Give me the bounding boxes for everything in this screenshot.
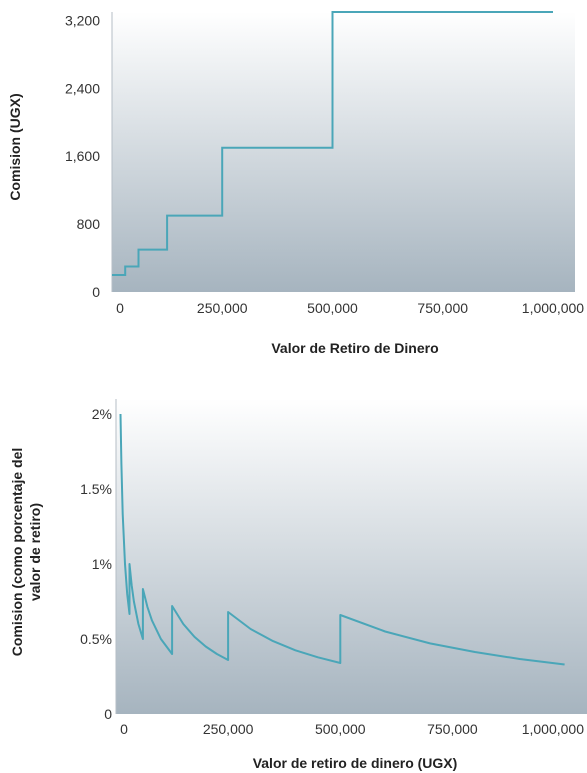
chart2-plot-area <box>116 399 587 714</box>
chart2-y-axis-title-line2: valor de retiro) <box>27 503 43 601</box>
chart1-y-ticks: 0 800 1,600 2,400 3,200 <box>65 12 100 300</box>
commission-step-chart: 0 800 1,600 2,400 3,200 0 250,000 500,000 750,0… <box>7 11 584 356</box>
chart2-x-tick-label: 0 <box>120 721 128 737</box>
chart1-x-tick-label: 1,000,000 <box>522 300 584 316</box>
chart2-x-tick-label: 1,000,000 <box>522 721 584 737</box>
chart1-series-line <box>112 11 553 276</box>
chart1-y-tick-label: 1,600 <box>65 148 100 164</box>
chart2-x-ticks: 0 250,000 500,000 750,000 1,000,000 <box>120 721 584 737</box>
chart1-x-axis-title: Valor de Retiro de Dinero <box>271 340 438 356</box>
chart1-x-ticks: 0 250,000 500,000 750,000 1,000,000 <box>116 300 584 316</box>
chart2-x-tick-label: 500,000 <box>315 721 366 737</box>
chart1-y-tick-label: 3,200 <box>65 12 100 28</box>
chart1-x-tick-label: 0 <box>116 300 124 316</box>
commission-percent-chart: 0 0.5% 1% 1.5% 2% 0 250,000 500,000 750,000 1,00… <box>9 399 587 771</box>
chart1-y-tick-label: 0 <box>92 284 100 300</box>
chart2-x-tick-label: 750,000 <box>427 721 478 737</box>
chart2-x-axis-title: Valor de retiro de dinero (UGX) <box>253 755 458 771</box>
chart2-y-axis-title-line1: Comision (como porcentaje del <box>9 448 25 656</box>
chart2-y-tick-label: 0 <box>104 706 112 722</box>
chart1-x-tick-label: 750,000 <box>417 300 468 316</box>
chart1-plot-area <box>112 12 575 292</box>
chart2-y-tick-label: 1.5% <box>80 481 112 497</box>
chart1-x-tick-label: 250,000 <box>197 300 248 316</box>
chart2-y-tick-label: 1% <box>92 556 112 572</box>
chart2-y-tick-label: 2% <box>92 406 112 422</box>
chart1-y-axis-title: Comision (UGX) <box>7 93 23 200</box>
chart1-x-tick-label: 500,000 <box>307 300 358 316</box>
chart2-x-tick-label: 250,000 <box>203 721 254 737</box>
chart1-y-tick-label: 800 <box>77 216 101 232</box>
chart2-y-ticks: 0 0.5% 1% 1.5% 2% <box>80 406 112 722</box>
chart1-y-tick-label: 2,400 <box>65 80 100 96</box>
chart2-series-line <box>119 413 565 666</box>
chart2-y-tick-label: 0.5% <box>80 631 112 647</box>
